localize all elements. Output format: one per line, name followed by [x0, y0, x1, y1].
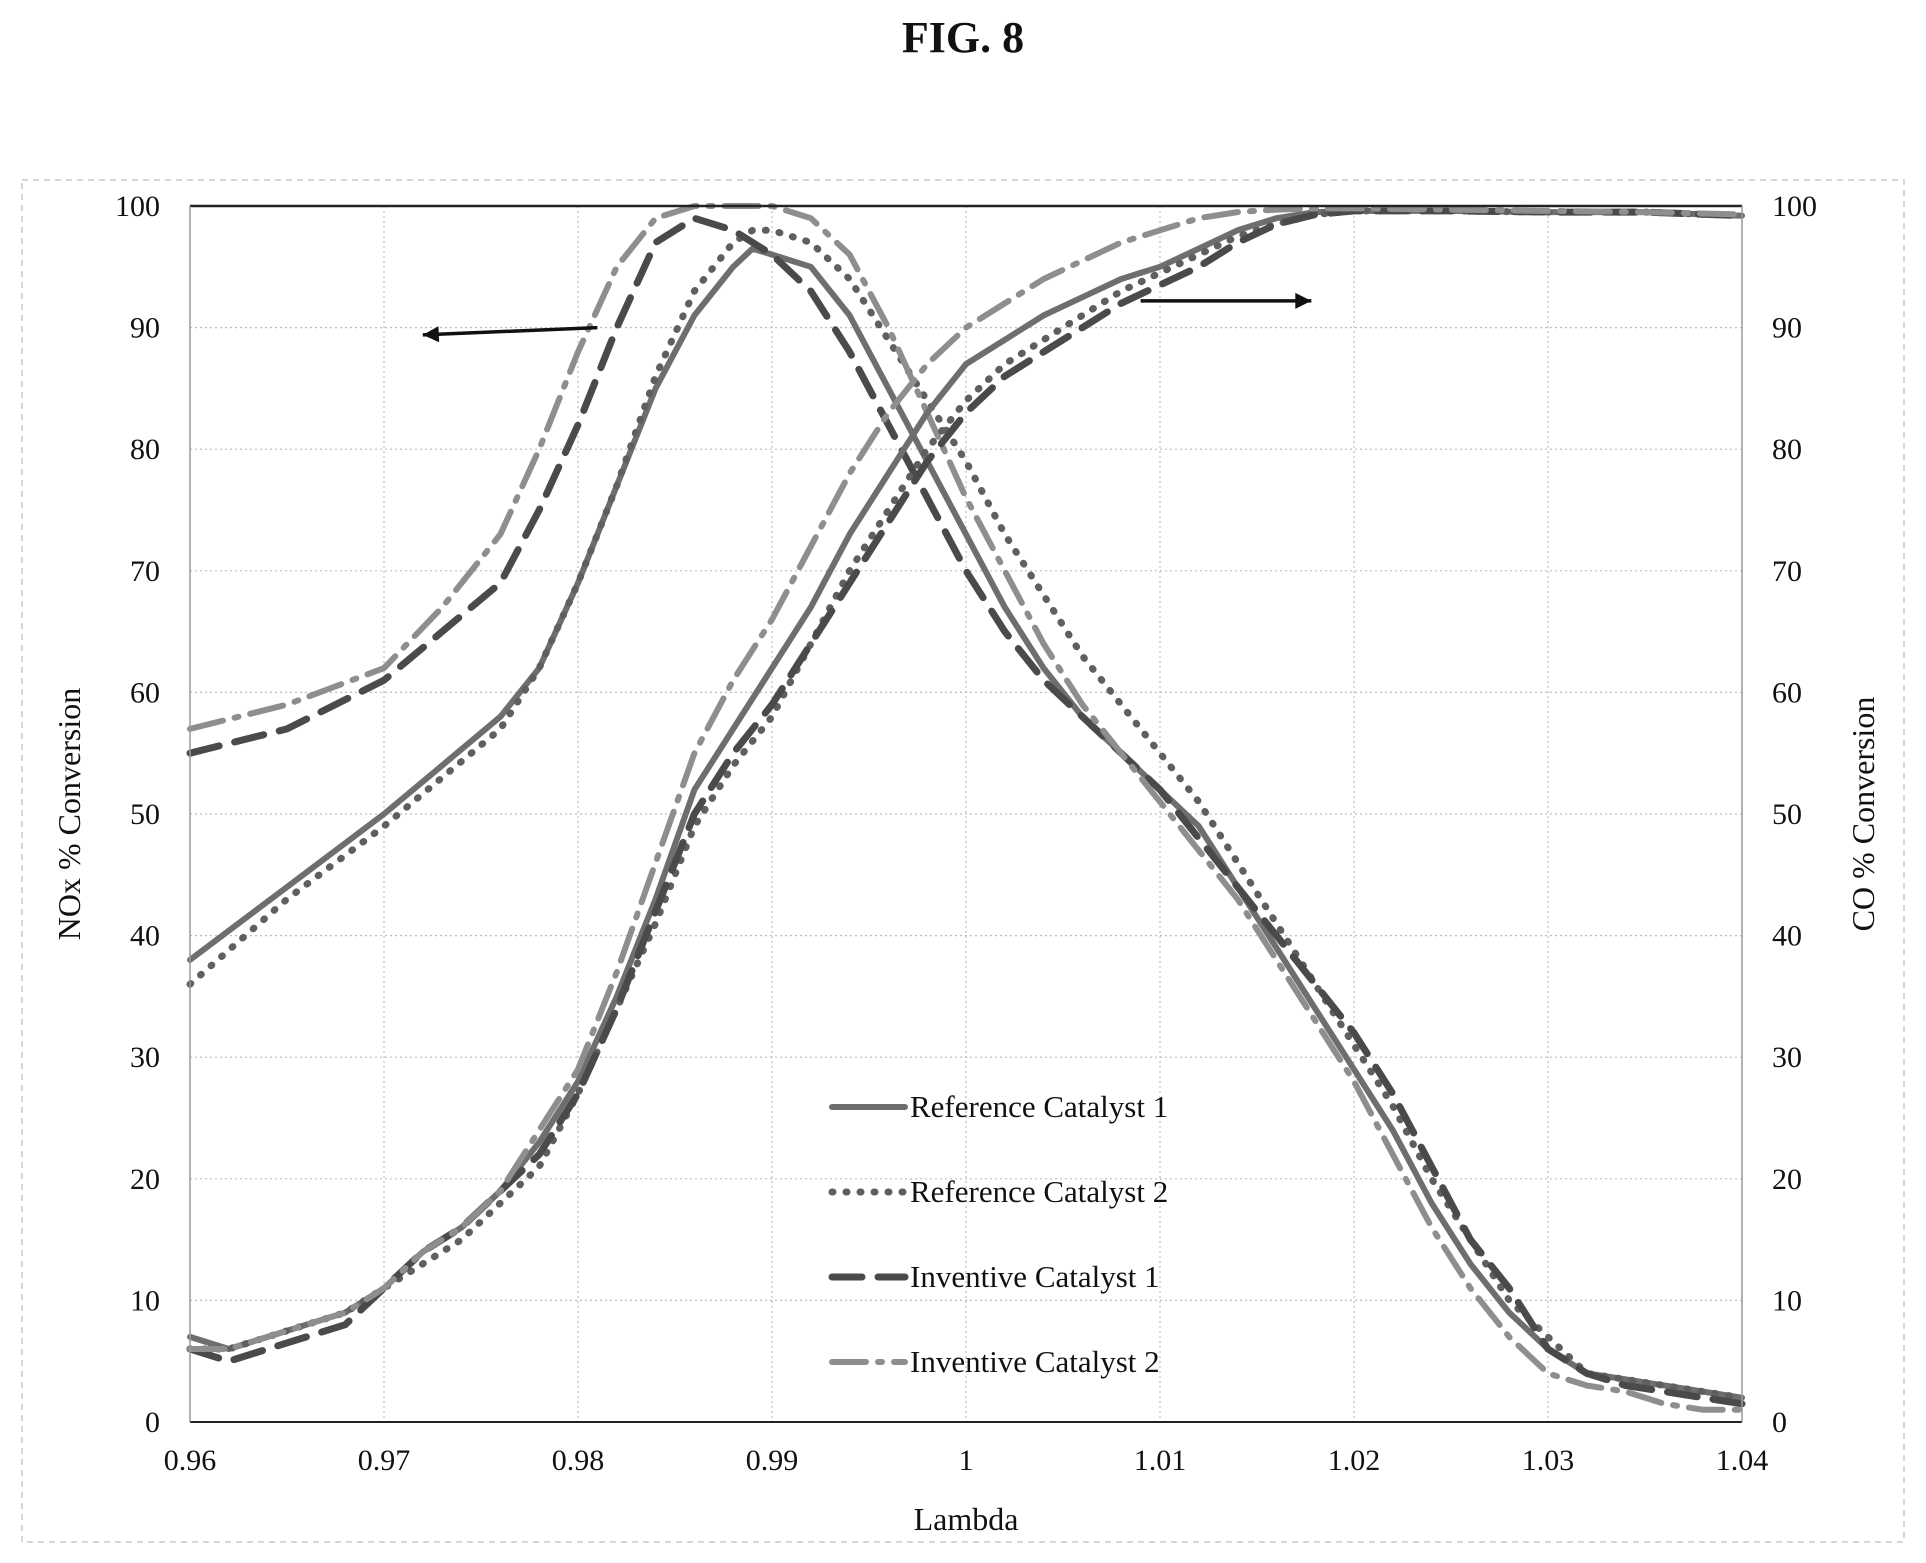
right-y-tick-label-6: 60 [1772, 676, 1802, 709]
right-y-tick-label-10: 100 [1772, 190, 1817, 223]
right-y-tick-label-8: 80 [1772, 433, 1802, 466]
right-y-tick-label-3: 30 [1772, 1041, 1802, 1074]
legend-label-reference_1: Reference Catalyst 1 [910, 1089, 1168, 1124]
left-y-tick-label-2: 20 [130, 1163, 160, 1196]
legend-label-inventive_1: Inventive Catalyst 1 [910, 1259, 1160, 1294]
series-line-inventive_1-co [186, 207, 1746, 1365]
series-line-reference_2-nox [186, 226, 1746, 1402]
left-y-tick-label-0: 0 [145, 1406, 160, 1439]
outer-frame-border [21, 179, 1905, 1543]
left-y-tick-label-6: 60 [130, 676, 160, 709]
series-line-inventive_2-nox [187, 203, 1745, 1413]
right-y-tick-label-7: 70 [1772, 555, 1802, 588]
right-y-axis-title: CO % Conversion [1845, 697, 1881, 932]
legend: Reference Catalyst 1 Reference Catalyst 2… [828, 1089, 1168, 1379]
x-tick-label-1: 0.97 [358, 1444, 411, 1477]
legend-label-inventive_2: Inventive Catalyst 2 [910, 1344, 1160, 1379]
left-y-tick-label-3: 30 [130, 1041, 160, 1074]
figure-title: FIG. 8 [901, 13, 1025, 62]
left-y-tick-label-7: 70 [130, 555, 160, 588]
annotation-layer [422, 292, 1312, 343]
right-y-tick-label-0: 0 [1772, 1406, 1787, 1439]
right-y-tick-label-9: 90 [1772, 312, 1802, 345]
x-tick-label-2: 0.98 [552, 1444, 605, 1477]
x-tick-label-6: 1.02 [1328, 1444, 1381, 1477]
left-y-axis-title: NOx % Conversion [51, 688, 87, 940]
arrow-left-nox-head [422, 326, 440, 343]
outer-frame [21, 179, 1905, 1543]
x-axis-title: Lambda [914, 1501, 1019, 1537]
series-line-reference_2-co [186, 207, 1746, 1353]
grid [189, 205, 1743, 1423]
series-line-inventive_1-nox [186, 214, 1746, 1408]
left-y-tick-label-4: 40 [130, 920, 160, 953]
x-tick-label-5: 1.01 [1134, 1444, 1187, 1477]
series-line-reference_1-nox [187, 245, 1745, 1401]
arrow-right-co-head [1295, 292, 1312, 309]
axes [189, 204, 1743, 1423]
arrow-left-nox [422, 325, 598, 337]
x-tick-label-8: 1.04 [1716, 1444, 1769, 1477]
left-y-tick-label-8: 80 [130, 433, 160, 466]
right-y-tick-label-2: 20 [1772, 1163, 1802, 1196]
series-layer [186, 203, 1746, 1413]
left-y-tick-label-10: 100 [115, 190, 160, 223]
x-tick-label-3: 0.99 [746, 1444, 799, 1477]
left-y-tick-label-1: 10 [130, 1284, 160, 1317]
left-y-tick-label-9: 90 [130, 312, 160, 345]
x-tick-label-7: 1.03 [1522, 1444, 1575, 1477]
x-tick-label-0: 0.96 [164, 1444, 217, 1477]
x-tick-label-4: 1 [959, 1444, 974, 1477]
right-y-tick-label-5: 50 [1772, 798, 1802, 831]
tick-labels: 0.96 0.97 0.98 0.99 1 1.01 1.02 1.03 1.040 010 102… [115, 190, 1817, 1477]
right-y-tick-label-1: 10 [1772, 1284, 1802, 1317]
legend-label-reference_2: Reference Catalyst 2 [910, 1174, 1168, 1209]
right-y-tick-label-4: 40 [1772, 920, 1802, 953]
left-y-tick-label-5: 50 [130, 798, 160, 831]
series-line-inventive_2-co [187, 205, 1745, 1352]
